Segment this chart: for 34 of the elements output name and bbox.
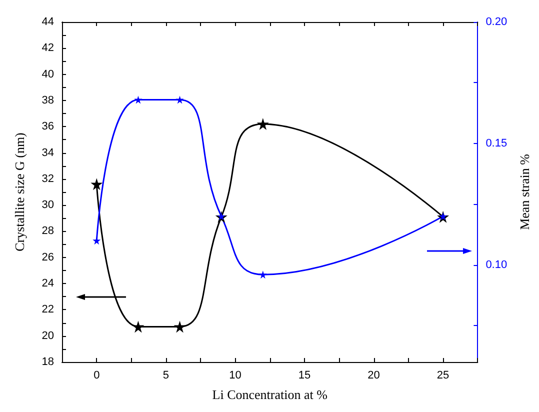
y-tick-label: 32 [42,172,54,185]
y-tick-label: 20 [42,330,54,342]
point [134,96,142,104]
x-tick-label: 5 [162,370,169,382]
point [258,270,267,279]
y-tick-label: 26 [42,251,54,264]
point [90,178,103,190]
y2-tick-label: 0.15 [486,137,508,150]
x-tick-label: 10 [229,370,242,382]
y-tick-label: 30 [42,199,54,212]
y-tick-label: 36 [42,120,54,133]
point [176,96,184,104]
point [132,320,144,333]
y-tick-label: 42 [42,42,54,54]
y2-axis-title: Mean strain % [517,154,532,230]
x-tick-label: 15 [298,370,311,382]
x-tick-label: 0 [94,370,100,382]
x-tick-label: 20 [368,370,380,382]
y-tick-label: 28 [42,225,54,238]
y-tick-label: 40 [42,68,54,80]
point [92,236,101,245]
y-tick-label: 34 [42,146,54,159]
y-axis-title: Crystallite size G (nm) [12,132,27,252]
y2-tick-label: 0.20 [486,16,508,28]
point [256,118,269,130]
y-tick-label: 24 [42,278,54,290]
y-tick-label: 18 [42,356,54,368]
y2-tick-label: 0.10 [486,258,508,271]
x-tick-label: 25 [436,370,450,382]
y-tick-label: 22 [42,304,54,316]
x-axis-title: Li Concentration at % [212,387,328,402]
point [174,320,186,333]
y-tick-label: 44 [42,16,54,28]
y-tick-label: 38 [42,94,54,106]
